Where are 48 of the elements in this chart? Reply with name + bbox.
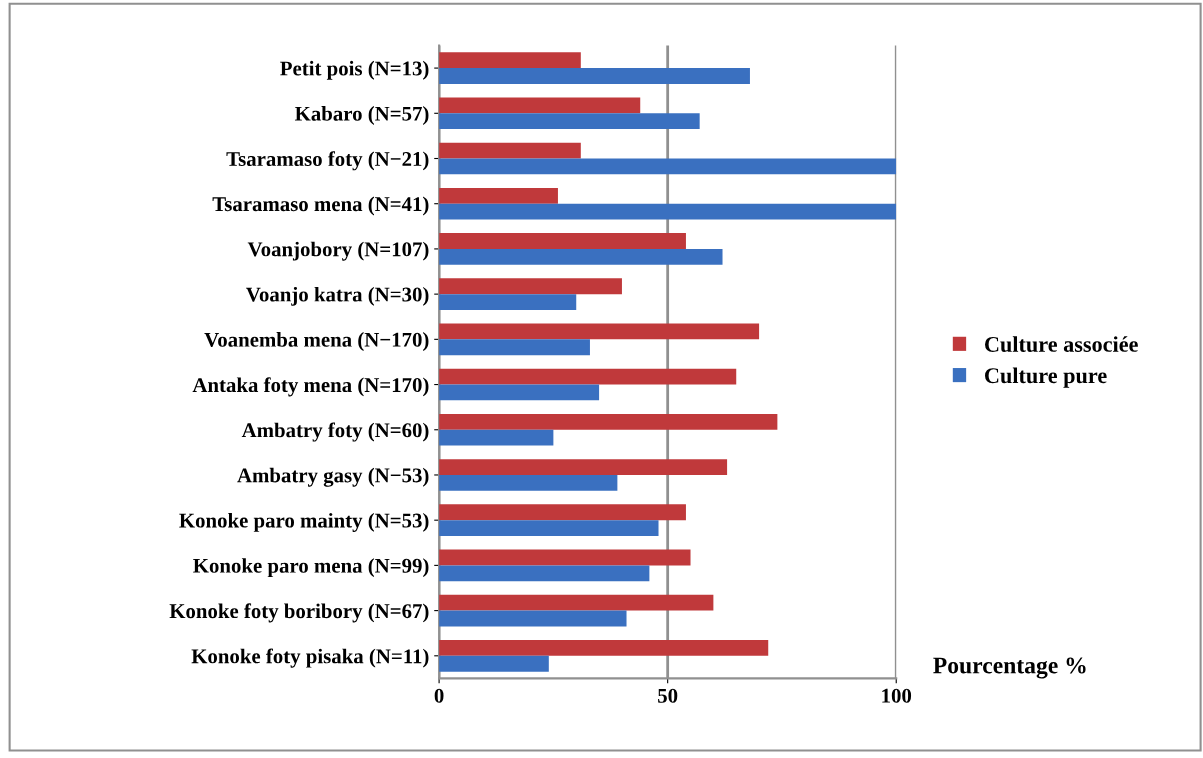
y-tick-label: Konoke paro mainty (N=53): [179, 512, 429, 532]
bar: [439, 68, 750, 84]
bar: [439, 594, 714, 611]
bar: [439, 233, 686, 249]
y-tick-label: Tsaramaso mena (N=41): [212, 196, 429, 216]
y-tick-label: Kabaro (N=57): [294, 106, 429, 125]
bar: [439, 368, 737, 385]
bar: [439, 52, 581, 69]
bar: [439, 323, 760, 340]
bar: [439, 97, 641, 114]
x-tick-label: 0: [434, 688, 444, 703]
bar: [439, 113, 700, 130]
legend-label: Culture associée: [985, 336, 1138, 352]
bar: [439, 504, 686, 521]
bar: [439, 187, 558, 204]
bar: [439, 294, 577, 310]
x-axis-title: Pourcentage %: [933, 657, 1086, 679]
y-tick-label: Voanjo katra (N=30): [246, 286, 429, 306]
y-tick-label: Voanjobory (N=107): [247, 241, 429, 261]
y-tick-label: Petit pois (N=13): [280, 60, 429, 80]
bar: [439, 549, 691, 566]
bar: [439, 142, 581, 159]
y-tick-label: Ambatry gasy (N−53): [237, 467, 429, 487]
bar: [439, 565, 650, 582]
bar: [439, 384, 600, 401]
bar: [439, 339, 590, 356]
legend-label: Culture pure: [985, 367, 1107, 388]
y-tick-label: Konoke foty pisaka (N=11): [191, 648, 429, 668]
y-tick-label: Ambatry foty (N=60): [241, 422, 429, 442]
y-tick-label: Konoke paro mena (N=99): [193, 558, 429, 578]
bar: [439, 248, 723, 265]
bar: [439, 639, 769, 656]
bar: [439, 520, 659, 536]
bar: [439, 459, 728, 475]
y-tick-label: Antaka foty mena (N=170): [192, 377, 429, 397]
y-tick-label: Konoke foty boribory (N=67): [169, 603, 429, 623]
bar: [439, 278, 622, 295]
x-tick-label: 100: [882, 688, 912, 703]
bar: [439, 413, 778, 430]
bar: [439, 203, 897, 220]
bar: [439, 655, 549, 672]
y-tick-label: Tsaramaso foty (N−21): [226, 151, 429, 171]
x-tick-label: 50: [658, 688, 678, 703]
y-tick-label: Voanemba mena (N−170): [204, 332, 429, 352]
bar: [439, 474, 618, 491]
bar: [439, 610, 627, 627]
bar: [439, 429, 554, 446]
bar: [439, 158, 897, 175]
